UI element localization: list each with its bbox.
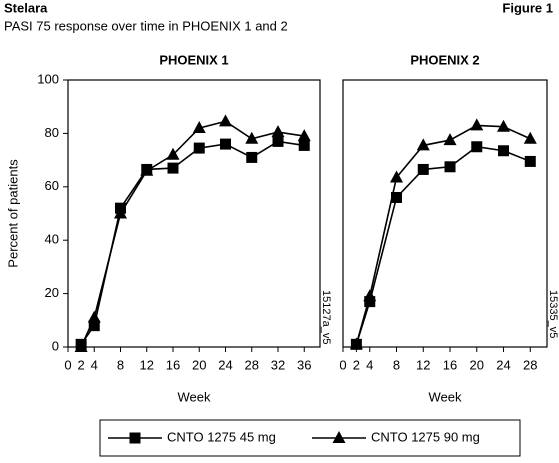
x-tick-label: 28: [245, 357, 259, 372]
page-title: Stelara: [4, 0, 48, 15]
marker-square: [246, 151, 258, 163]
marker-triangle: [87, 310, 101, 323]
y-tick-label: 20: [45, 285, 59, 300]
x-tick-label: 8: [117, 357, 124, 372]
marker-triangle: [192, 121, 206, 134]
x-axis-label: Week: [429, 389, 462, 404]
marker-square: [220, 138, 231, 150]
y-tick-label: 60: [45, 178, 59, 193]
marker-square: [298, 139, 310, 151]
plot-frame: [342, 79, 548, 348]
series-line: [355, 124, 531, 345]
x-tick-label: 32: [271, 357, 285, 372]
x-tick-label: 12: [416, 357, 430, 372]
y-tick-label: 0: [52, 338, 59, 353]
series-line: [355, 145, 531, 345]
x-tick-label: 28: [523, 357, 537, 372]
marker-square: [129, 432, 141, 444]
marker-triangle: [140, 163, 154, 176]
marker-triangle: [166, 147, 180, 160]
marker-triangle: [219, 114, 232, 127]
subtitle: PASI 75 response over time in PHOENIX 1 …: [4, 18, 288, 33]
marker-triangle: [297, 129, 311, 142]
plot-frame: [67, 79, 321, 348]
x-tick-label: 8: [393, 357, 400, 372]
marker-square: [471, 141, 483, 153]
marker-square: [498, 145, 510, 157]
legend-label: CNTO 1275 90 mg: [371, 429, 480, 444]
x-tick-label: 36: [297, 357, 311, 372]
legend-box: [99, 419, 521, 457]
y-axis-label: Percent of patients: [5, 159, 20, 268]
x-tick-label: 16: [443, 357, 457, 372]
marker-triangle: [363, 289, 377, 302]
marker-triangle: [271, 125, 285, 138]
marker-triangle: [443, 133, 457, 146]
annotation: 15335_v5: [547, 290, 559, 338]
marker-triangle: [470, 118, 484, 131]
annotation: 15127a_v5: [320, 290, 332, 344]
x-tick-label: 2: [353, 357, 360, 372]
marker-square: [524, 155, 536, 167]
x-tick-label: 4: [366, 357, 373, 372]
figure-label: Figure 1: [502, 0, 553, 15]
marker-triangle: [74, 340, 88, 352]
marker-triangle: [114, 206, 127, 219]
x-tick-label: 0: [339, 357, 346, 372]
marker-square: [88, 320, 100, 332]
series-line: [80, 140, 305, 345]
marker-triangle: [349, 337, 363, 350]
y-tick-label: 80: [45, 125, 59, 140]
marker-square: [167, 162, 179, 174]
marker-square: [417, 163, 429, 175]
y-tick-label: 40: [45, 232, 59, 247]
x-tick-label: 16: [166, 357, 180, 372]
x-tick-label: 24: [218, 357, 232, 372]
series-line: [80, 120, 305, 348]
x-tick-label: 12: [140, 357, 154, 372]
x-axis-label: Week: [178, 389, 211, 404]
marker-square: [272, 135, 284, 147]
marker-triangle: [245, 131, 259, 144]
legend-label: CNTO 1275 45 mg: [167, 429, 276, 444]
x-tick-label: 20: [470, 357, 484, 372]
marker-square: [364, 296, 376, 308]
x-tick-label: 24: [496, 357, 510, 372]
y-tick-label: 100: [37, 71, 59, 86]
marker-square: [391, 191, 403, 203]
panel-title: PHOENIX 2: [410, 52, 479, 67]
marker-triangle: [332, 431, 346, 443]
marker-triangle: [390, 170, 404, 183]
marker-triangle: [416, 138, 430, 151]
marker-triangle: [523, 131, 537, 144]
x-tick-label: 4: [91, 357, 98, 372]
x-tick-label: 2: [78, 357, 85, 372]
x-tick-label: 0: [64, 357, 71, 372]
x-tick-label: 20: [192, 357, 206, 372]
marker-square: [193, 142, 205, 154]
marker-square: [444, 161, 456, 173]
panel-title: PHOENIX 1: [159, 52, 228, 67]
marker-triangle: [497, 119, 511, 132]
